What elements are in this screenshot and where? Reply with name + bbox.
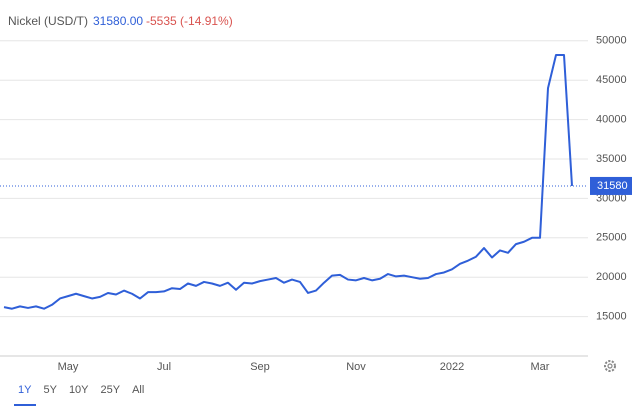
range-button[interactable]: All [132,384,144,396]
x-tick-label: May [58,361,79,373]
settings-icon[interactable] [604,360,616,372]
range-button[interactable]: 5Y [43,384,57,396]
x-tick-label: Nov [346,361,366,373]
last-price: 31580.00 [93,14,143,28]
y-tick-label: 25000 [596,232,627,244]
range-button[interactable]: 25Y [101,384,121,396]
range-button[interactable]: 1Y [18,384,32,396]
y-tick-label: 20000 [596,271,627,283]
x-tick-label: Sep [250,361,270,373]
chart-title: Nickel (USD/T) [8,14,88,28]
x-tick-label: 2022 [440,361,464,373]
x-tick-label: Mar [531,361,550,373]
y-tick-label: 45000 [596,74,627,86]
y-tick-label: 50000 [596,35,627,47]
current-price-box [590,176,632,195]
price-change: -5535 (-14.91%) [146,14,233,28]
range-button[interactable]: 10Y [69,384,89,396]
y-tick-label: 30000 [596,192,627,204]
y-tick-label: 40000 [596,114,627,126]
x-tick-label: Jul [157,361,171,373]
y-tick-label: 35000 [596,153,627,165]
price-line [3,53,573,310]
current-price-label: 31580 [597,180,628,192]
y-tick-label: 15000 [596,311,627,323]
